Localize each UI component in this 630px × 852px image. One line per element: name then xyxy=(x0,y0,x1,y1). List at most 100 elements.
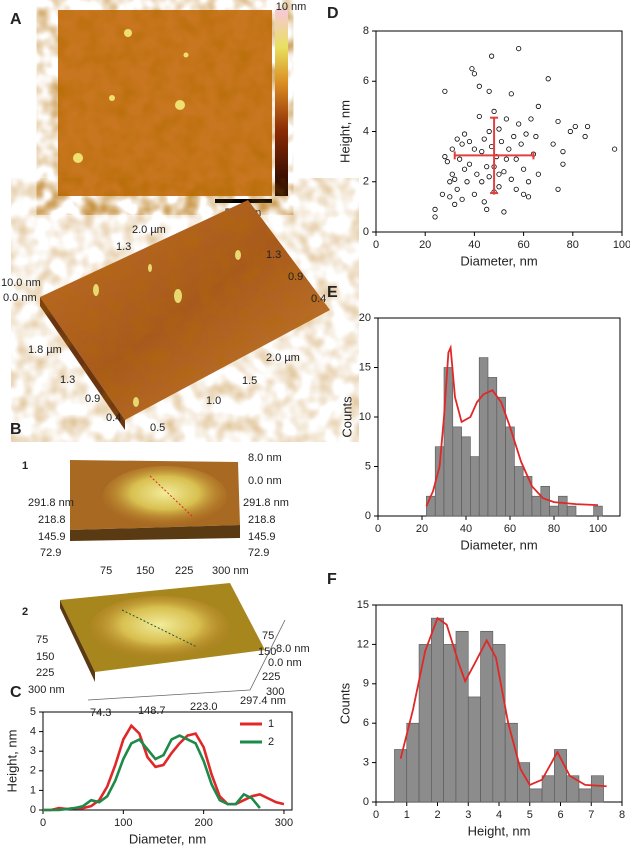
point xyxy=(471,146,477,152)
point xyxy=(545,76,551,82)
point xyxy=(498,138,505,145)
bar xyxy=(517,762,531,803)
point xyxy=(484,206,490,212)
point xyxy=(513,186,519,192)
point xyxy=(503,116,509,122)
axis-label-3d: 145.9 xyxy=(248,531,276,543)
bar xyxy=(470,456,480,517)
bar xyxy=(443,644,457,803)
point xyxy=(447,194,453,200)
axis-label-3d: 225 xyxy=(175,565,193,577)
axis-label-3d: 1.0 xyxy=(206,395,221,407)
point xyxy=(533,133,539,140)
x-tick-label: 100 xyxy=(589,523,607,535)
bar xyxy=(566,505,577,517)
axis-label-3d: 10.0 nm xyxy=(1,277,41,289)
panel-label: A xyxy=(10,11,22,28)
point xyxy=(496,184,502,190)
y-tick-label: 4 xyxy=(363,125,369,137)
point xyxy=(481,136,487,142)
point xyxy=(454,136,460,142)
y-tick-label: 2 xyxy=(30,765,36,777)
axis-label-3d: 300 xyxy=(266,686,284,698)
point xyxy=(511,133,517,140)
axis-label-3d: 75 xyxy=(262,630,274,642)
point xyxy=(503,156,509,162)
bar xyxy=(406,722,420,803)
axis-label-3d: 150 xyxy=(136,565,154,577)
x-axis-title: Diameter, nm xyxy=(460,253,537,268)
axis-label-3d: 0.0 nm xyxy=(3,292,37,304)
y-tick-label: 5 xyxy=(365,460,371,472)
axis-label-3d: 291.8 nm xyxy=(243,497,289,509)
point xyxy=(461,166,468,172)
y-axis-title: Counts xyxy=(339,396,354,438)
point xyxy=(518,141,524,147)
point xyxy=(489,53,495,59)
bar xyxy=(549,505,559,517)
axis-label-3d: 1.8 µm xyxy=(28,344,62,356)
line xyxy=(43,723,285,812)
bar xyxy=(558,495,568,517)
bar xyxy=(478,357,489,517)
point xyxy=(469,66,475,72)
axis-label-3d: 291.8 nm xyxy=(28,497,74,509)
axis-label-3d: 145.9 xyxy=(38,531,66,543)
point xyxy=(582,133,588,140)
afm-surface-side xyxy=(40,297,125,430)
point xyxy=(550,141,556,147)
bar xyxy=(593,505,603,517)
afm-3d-hill xyxy=(90,596,230,660)
point xyxy=(486,174,492,180)
afm-texture xyxy=(58,10,272,196)
axis-label-3d: 1.3 xyxy=(266,249,281,261)
y-axis-title: Counts xyxy=(337,682,352,724)
bar xyxy=(529,788,543,803)
x-tick-label: 100 xyxy=(114,817,132,829)
point xyxy=(442,88,448,94)
point xyxy=(525,179,532,185)
bar xyxy=(492,644,506,803)
bar xyxy=(480,630,494,803)
point xyxy=(491,108,497,115)
point xyxy=(471,191,477,197)
bar xyxy=(455,630,469,803)
axis-label-3d: 2.0 µm xyxy=(132,224,166,236)
point xyxy=(479,149,485,155)
afm-surface-texture xyxy=(40,200,330,420)
bar xyxy=(514,466,524,517)
point xyxy=(496,126,502,132)
axis-label-3d: 75 xyxy=(36,634,48,646)
axis-label-3d: 148.7 xyxy=(138,705,166,717)
y-tick-label: 10 xyxy=(359,411,371,423)
axis-label-3d: 72.9 xyxy=(248,547,269,559)
x-axis-title: Diameter, nm xyxy=(460,537,537,552)
axis-label-3d: 150 xyxy=(258,646,276,658)
point xyxy=(444,159,450,165)
point xyxy=(476,113,482,120)
point xyxy=(486,128,492,135)
point xyxy=(479,179,485,185)
afm-3d-side xyxy=(60,600,95,682)
afm-particles xyxy=(73,29,189,163)
x-tick-label: 40 xyxy=(468,239,480,251)
axis-label-3d: 74.3 xyxy=(90,707,111,719)
axis-label-3d: 8.0 nm xyxy=(248,452,282,464)
bar xyxy=(461,436,471,517)
axis-label-3d: 218.8 xyxy=(248,514,276,526)
y-tick-label: 0 xyxy=(30,804,36,816)
x-tick-label: 6 xyxy=(557,809,563,821)
point xyxy=(432,206,438,212)
point xyxy=(535,171,541,177)
x-axis-title: Height, nm xyxy=(468,823,531,838)
bar xyxy=(540,485,550,517)
point xyxy=(452,201,458,207)
point xyxy=(442,154,448,160)
axis-label-3d: 0.0 nm xyxy=(248,475,282,487)
point xyxy=(535,103,541,109)
point xyxy=(471,71,477,77)
y-tick-label: 1 xyxy=(30,784,36,796)
x-tick-label: 80 xyxy=(548,523,560,535)
y-tick-label: 6 xyxy=(363,717,369,729)
y-tick-label: 3 xyxy=(30,745,36,757)
